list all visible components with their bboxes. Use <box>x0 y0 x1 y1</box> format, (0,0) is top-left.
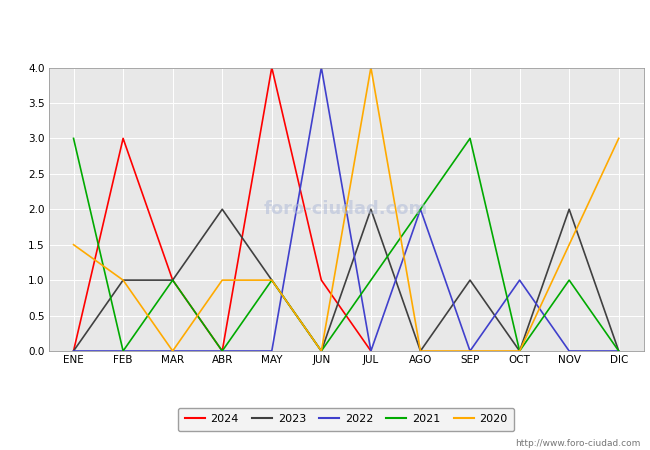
Text: foro-ciudad.com: foro-ciudad.com <box>264 200 428 218</box>
Text: Matriculaciones de Vehiculos en Lumbrales: Matriculaciones de Vehiculos en Lumbrale… <box>151 13 499 28</box>
Legend: 2024, 2023, 2022, 2021, 2020: 2024, 2023, 2022, 2021, 2020 <box>178 408 514 431</box>
Text: http://www.foro-ciudad.com: http://www.foro-ciudad.com <box>515 439 640 448</box>
